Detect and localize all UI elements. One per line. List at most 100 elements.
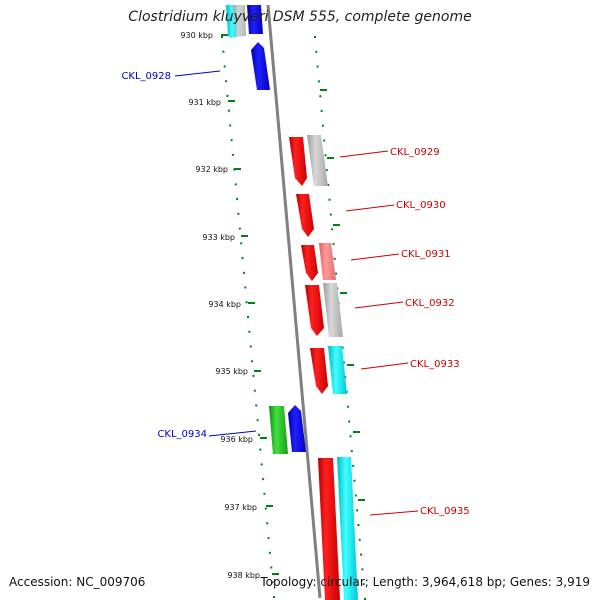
track-dot xyxy=(270,566,273,569)
track-dot xyxy=(356,509,359,512)
track-dot xyxy=(222,50,225,53)
track-dot xyxy=(352,464,355,467)
gene-label-ckl0933[interactable]: CKL_0933 xyxy=(410,359,460,370)
gene-ckl0935-neighbor-cyan[interactable] xyxy=(337,457,358,600)
track-dot xyxy=(229,124,232,127)
track-dot xyxy=(332,243,335,246)
track-dot xyxy=(361,568,364,571)
track-dot xyxy=(362,583,365,586)
gene-ckl0928-arrow[interactable] xyxy=(251,42,270,90)
gene-ckl0932-arrow[interactable] xyxy=(305,285,324,336)
track-dot xyxy=(354,494,357,497)
genome-title: Clostridium kluyveri DSM 555, complete g… xyxy=(128,9,472,25)
gene-ckl0933-neighbor-cyan[interactable] xyxy=(328,346,347,394)
track-dot xyxy=(314,36,316,38)
track-dot xyxy=(360,553,363,556)
tick-label-937: 937 kbp xyxy=(224,503,257,512)
tick-label-934: 934 kbp xyxy=(208,300,241,309)
genome-backbone xyxy=(266,4,322,599)
track-dot xyxy=(226,94,229,97)
gene-ckl0931-arrow[interactable] xyxy=(301,245,318,281)
tick-label-936: 936 kbp xyxy=(220,435,253,444)
track-dot xyxy=(323,139,326,142)
track-dot xyxy=(263,492,266,495)
leader-ckl0931 xyxy=(350,253,400,261)
track-dot xyxy=(357,524,360,527)
gene-label-ckl0930[interactable]: CKL_0930 xyxy=(396,200,446,211)
gene-label-ckl0931[interactable]: CKL_0931 xyxy=(401,249,451,260)
gene-ckl0930-arrow[interactable] xyxy=(296,194,314,237)
track-dot xyxy=(331,228,334,231)
gene-ckl0929-neighbor-gray[interactable] xyxy=(307,135,328,186)
tick-label-938: 938 kbp xyxy=(227,571,260,580)
gene-gray-partial xyxy=(233,5,246,37)
track-dot xyxy=(241,257,244,260)
leader-ckl0934 xyxy=(208,430,257,437)
track-dot xyxy=(257,433,260,436)
track-dot xyxy=(262,478,265,481)
gene-ckl0934-arrow[interactable] xyxy=(288,405,306,452)
track-dot xyxy=(358,538,361,541)
gene-label-ckl0932[interactable]: CKL_0932 xyxy=(405,298,455,309)
tick-labels: 930 kbp 931 kbp 932 kbp 933 kbp 934 kbp … xyxy=(180,31,260,580)
gene-label-ckl0928[interactable]: CKL_0928 xyxy=(121,71,171,82)
track-dot xyxy=(349,435,352,438)
track-dot xyxy=(236,198,239,201)
track-dot xyxy=(227,109,230,112)
track-dot xyxy=(237,212,240,215)
track-dot xyxy=(223,65,226,68)
track-dot xyxy=(344,376,347,379)
gene-ckl0929-arrow[interactable] xyxy=(289,137,307,186)
tick-label-930: 930 kbp xyxy=(180,31,213,40)
gene-ckl0931-neighbor-pink[interactable] xyxy=(319,243,336,280)
gene-blue-partial xyxy=(247,5,263,34)
leader-ckl0935 xyxy=(369,510,419,516)
track-dot xyxy=(333,257,336,260)
track-dot xyxy=(327,183,330,186)
track-dot xyxy=(267,537,270,540)
track-dot xyxy=(251,360,254,363)
track-dot xyxy=(350,450,353,453)
track-dot xyxy=(247,316,249,318)
track-dot xyxy=(245,301,248,304)
gene-label-ckl0934[interactable]: CKL_0934 xyxy=(157,429,207,440)
track-dot xyxy=(353,479,356,482)
leader-ckl0933 xyxy=(360,362,409,370)
track-dot xyxy=(273,596,275,598)
gene-ckl0932-neighbor-gray[interactable] xyxy=(323,283,343,337)
track-dot xyxy=(321,124,324,127)
track-dot xyxy=(335,272,338,275)
track-dot xyxy=(242,271,245,274)
track-dot xyxy=(249,345,252,348)
gene-label-ckl0935[interactable]: CKL_0935 xyxy=(420,506,470,517)
track-dot xyxy=(271,581,274,584)
track-dot xyxy=(319,95,322,98)
track-dot xyxy=(231,153,234,156)
accession-text: Accession: NC_009706 xyxy=(9,575,146,589)
track-dot xyxy=(317,80,320,83)
track-dot xyxy=(221,36,223,38)
tick-marks xyxy=(221,34,365,575)
tick-label-935: 935 kbp xyxy=(215,367,248,376)
gene-ckl0934-green[interactable] xyxy=(269,406,288,454)
leader-ckl0932 xyxy=(354,301,404,309)
gene-ckl0933-arrow[interactable] xyxy=(310,348,328,394)
left-dotted-track xyxy=(221,36,275,598)
track-dot xyxy=(238,227,241,230)
gene-label-ckl0929[interactable]: CKL_0929 xyxy=(390,147,440,158)
track-dot xyxy=(346,405,349,408)
track-dot xyxy=(315,50,318,53)
genome-stats-text: Topology: circular; Length: 3,964,618 bp… xyxy=(260,575,590,589)
track-dot xyxy=(325,169,328,172)
track-dot xyxy=(341,346,344,349)
right-dotted-track xyxy=(314,36,366,600)
track-dot xyxy=(329,213,332,216)
track-dot xyxy=(320,109,323,112)
track-dot xyxy=(240,242,243,245)
track-dot xyxy=(253,389,256,392)
track-dot xyxy=(364,598,366,600)
track-dot xyxy=(348,420,351,423)
track-dot xyxy=(342,361,345,364)
gene-ckl0935-arrow[interactable] xyxy=(318,458,340,600)
